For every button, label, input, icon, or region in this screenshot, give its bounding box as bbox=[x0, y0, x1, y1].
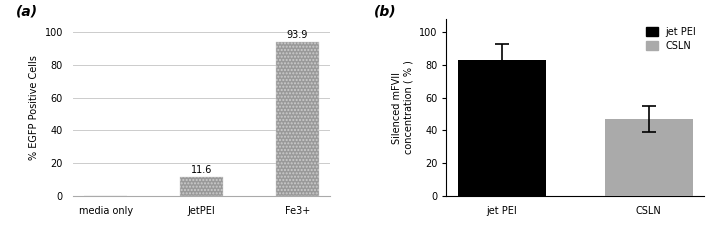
Y-axis label: % EGFP Positive Cells: % EGFP Positive Cells bbox=[29, 55, 39, 160]
Bar bbox=[276, 42, 319, 196]
Bar bbox=[605, 119, 693, 196]
Text: (b): (b) bbox=[374, 5, 397, 19]
Text: (a): (a) bbox=[16, 5, 38, 19]
Bar bbox=[180, 177, 223, 196]
Bar bbox=[458, 60, 546, 196]
Text: 93.9: 93.9 bbox=[287, 30, 308, 40]
Y-axis label: Silenced mFVII
concentration ( % ): Silenced mFVII concentration ( % ) bbox=[392, 61, 414, 154]
Text: 11.6: 11.6 bbox=[191, 164, 212, 174]
Legend: jet PEI, CSLN: jet PEI, CSLN bbox=[643, 24, 699, 54]
